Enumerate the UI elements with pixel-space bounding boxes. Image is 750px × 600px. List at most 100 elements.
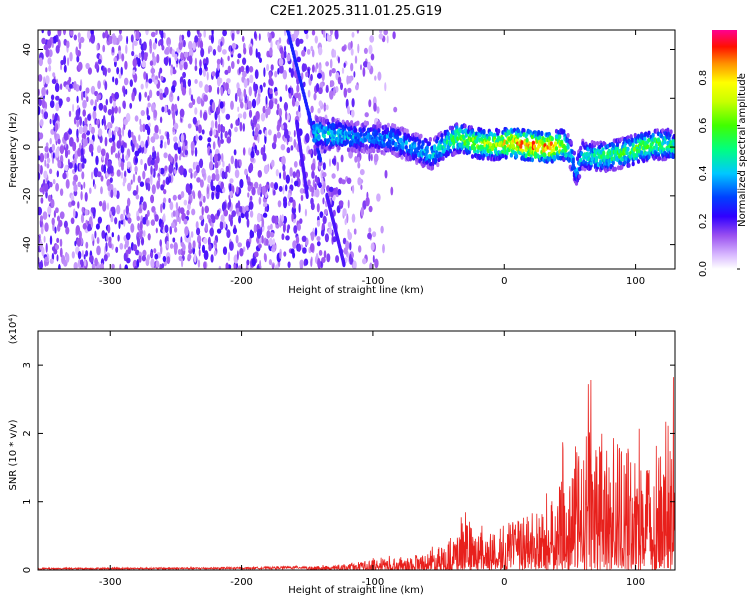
heatmap-noise-cell — [142, 41, 147, 51]
heatmap-noise-cell — [284, 45, 286, 52]
heatmap-noise-cell — [352, 184, 355, 194]
heatmap-noise-cell — [298, 111, 302, 119]
heatmap-signal-cell — [538, 135, 542, 141]
heatmap-noise-cell — [278, 58, 284, 67]
heatmap-noise-cell — [254, 69, 259, 80]
heatmap-noise-cell — [279, 47, 284, 54]
heatmap-noise-cell — [190, 141, 195, 151]
heatmap-noise-cell — [253, 30, 257, 40]
heatmap-signal-cell — [463, 123, 467, 129]
heatmap-noise-cell — [63, 132, 69, 141]
heatmap-noise-cell — [107, 185, 111, 192]
heatmap-noise-cell — [51, 143, 56, 152]
heatmap-noise-cell — [331, 158, 337, 165]
heatmap-noise-cell — [39, 215, 44, 222]
heatmap-noise-cell — [145, 72, 148, 83]
heatmap-noise-cell — [224, 130, 229, 139]
heatmap-noise-cell — [343, 87, 348, 98]
heatmap-noise-cell — [260, 147, 264, 156]
heatmap-noise-cell — [357, 43, 360, 54]
heatmap-noise-cell — [318, 46, 323, 56]
heatmap-noise-cell — [38, 206, 42, 216]
heatmap-noise-cell — [368, 205, 373, 213]
heatmap-noise-cell — [152, 145, 155, 153]
heatmap-noise-cell — [132, 190, 138, 196]
heatmap-noise-cell — [96, 44, 99, 51]
heatmap-noise-cell — [172, 210, 176, 217]
heatmap-noise-cell — [104, 80, 108, 91]
heatmap-noise-cell — [374, 75, 377, 81]
heatmap-noise-cell — [215, 192, 220, 200]
heatmap-noise-cell — [82, 223, 88, 230]
heatmap-noise-cell — [285, 111, 288, 121]
heatmap-noise-cell — [41, 87, 46, 97]
heatmap-noise-cell — [255, 149, 260, 156]
heatmap-noise-cell — [81, 162, 85, 169]
heatmap-noise-cell — [315, 83, 320, 92]
heatmap-noise-cell — [172, 237, 176, 243]
heatmap-noise-cell — [222, 30, 227, 37]
heatmap-noise-cell — [301, 235, 307, 242]
heatmap-noise-cell — [357, 177, 362, 186]
heatmap-noise-cell — [114, 217, 118, 225]
heatmap-noise-cell — [245, 205, 249, 213]
heatmap-noise-cell — [310, 105, 314, 113]
heatmap-noise-cell — [223, 209, 228, 217]
heatmap-noise-cell — [373, 102, 377, 112]
heatmap-noise-cell — [239, 178, 244, 189]
heatmap-signal-cell — [492, 132, 497, 138]
snr-x-axis-label: Height of straight line (km) — [288, 585, 424, 596]
heatmap-noise-cell — [220, 86, 224, 97]
heatmap-noise-cell — [340, 154, 344, 163]
heatmap-noise-cell — [116, 190, 120, 199]
heatmap-signal-cell — [592, 140, 597, 146]
heatmap-noise-cell — [175, 202, 179, 210]
heatmap-noise-cell — [318, 100, 323, 107]
heatmap-noise-cell — [194, 65, 198, 72]
heatmap-noise-cell — [53, 249, 58, 255]
heatmap-noise-cell — [233, 263, 237, 269]
heatmap-noise-cell — [148, 78, 153, 84]
heatmap-noise-cell — [378, 33, 384, 40]
heatmap-noise-cell — [48, 49, 53, 58]
heatmap-noise-cell — [113, 57, 118, 63]
heatmap-noise-cell — [342, 237, 347, 245]
heatmap-noise-cell — [91, 263, 95, 269]
heatmap-noise-cell — [180, 191, 185, 198]
heatmap-signal-cell — [413, 144, 417, 149]
heatmap-noise-cell — [207, 137, 212, 143]
heatmap-noise-cell — [113, 105, 118, 114]
heatmap-noise-cell — [342, 208, 347, 217]
heatmap-noise-cell — [210, 34, 214, 44]
heatmap-noise-cell — [270, 64, 274, 71]
heatmap-noise-cell — [155, 260, 160, 268]
heatmap-noise-cell — [232, 227, 237, 235]
heatmap-signal-cell — [333, 130, 337, 135]
heatmap-noise-cell — [321, 222, 325, 231]
heatmap-noise-cell — [322, 197, 325, 205]
heatmap-noise-cell — [390, 186, 394, 196]
heatmap-signal-cell — [550, 136, 554, 142]
heatmap-noise-cell — [262, 105, 266, 114]
heatmap-noise-cell — [171, 85, 176, 93]
heatmap-noise-cell — [278, 185, 283, 192]
heatmap-noise-cell — [110, 145, 114, 155]
heatmap-noise-cell — [100, 186, 103, 195]
heatmap-noise-cell — [354, 55, 358, 64]
heatmap-noise-cell — [57, 30, 62, 37]
heatmap-noise-cell — [132, 69, 136, 76]
heatmap-signal-cell — [540, 130, 544, 136]
colorbar-tick-label: 0.4 — [698, 165, 709, 181]
heatmap-noise-cell — [307, 89, 311, 98]
heatmap-noise-cell — [109, 177, 113, 184]
heatmap-noise-cell — [384, 82, 387, 92]
heatmap-noise-cell — [78, 41, 82, 50]
heatmap-signal-cell — [427, 141, 431, 147]
heatmap-signal-cell — [486, 155, 490, 161]
heatmap-noise-cell — [204, 84, 209, 94]
heatmap-noise-cell — [118, 34, 123, 42]
heatmap-noise-cell — [59, 247, 63, 258]
heatmap-noise-cell — [183, 40, 186, 48]
heatmap-noise-cell — [368, 44, 373, 55]
